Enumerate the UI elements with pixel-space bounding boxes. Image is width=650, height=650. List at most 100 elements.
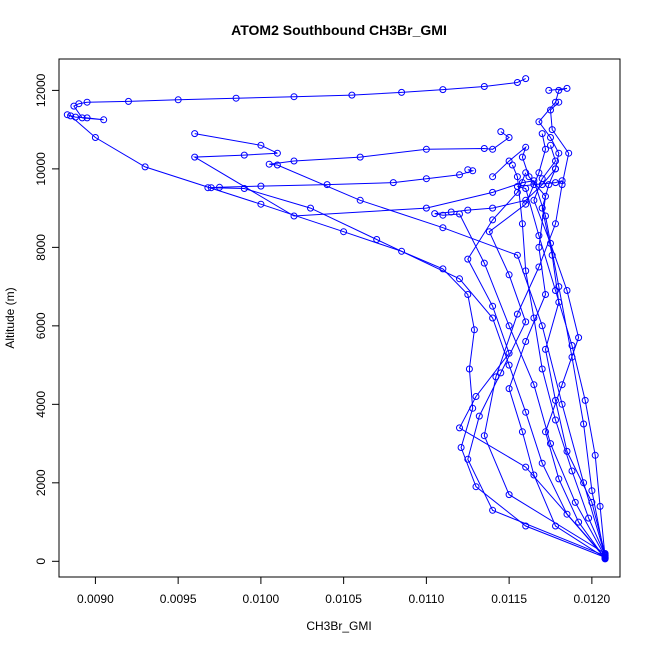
data-point [547,134,554,141]
series-line [492,145,606,559]
series-line [533,145,606,559]
data-point [547,440,554,448]
data-point [548,251,556,259]
series-9 [530,141,609,563]
x-axis: 0.0090 0.0095 0.0100 0.0105 0.0110 0.0115 0.01… [77,576,611,606]
data-point [489,188,497,196]
data-point [505,361,513,369]
data-point [216,183,223,191]
data-point [513,310,521,318]
data-point [447,208,455,216]
data-point [505,134,513,141]
y-tick-label: 10000 [34,152,48,186]
data-point [513,188,521,196]
data-point [545,86,553,94]
series-line [269,131,606,556]
data-point [141,163,149,171]
data-point [558,181,566,189]
data-point [204,184,212,192]
data-point [530,314,538,322]
data-point [558,381,566,389]
data-point [480,259,488,267]
data-point [191,130,199,138]
series-4 [191,130,609,563]
data-point [83,98,91,106]
data-point [464,255,472,263]
data-point [513,251,521,259]
data-point [257,182,265,190]
data-point [547,141,554,149]
data-point [240,151,248,159]
data-point [522,318,530,326]
data-point [558,400,566,408]
series-0 [63,75,609,561]
data-point [591,451,599,459]
data-point [470,326,478,334]
data-point [472,393,480,400]
data-point [535,232,543,240]
data-point [548,126,556,134]
y-axis: 0 2000 4000 6000 8000 10000 12000 [34,73,60,565]
y-tick-label: 4000 [34,391,48,418]
data-point [530,196,538,204]
data-point [538,365,546,373]
data-point [422,204,430,212]
data-point [563,287,571,294]
data-point [475,412,483,420]
data-point [290,157,298,165]
data-point [480,145,488,152]
data-point [542,192,549,200]
series-6 [489,143,609,562]
data-point [91,134,99,141]
data-point [257,141,265,149]
data-point [601,553,609,561]
data-point [373,236,381,243]
data-point [547,106,554,114]
data-point [456,210,463,218]
data-point [480,432,488,440]
data-point [398,247,406,255]
data-point [530,181,538,189]
data-point [558,177,566,185]
data-point [542,345,549,353]
data-point [542,145,549,153]
x-tick-label: 0.0105 [325,592,362,606]
x-tick-label: 0.0115 [491,592,527,606]
data-point [489,506,497,514]
data-point [588,487,596,495]
data-point [398,88,406,96]
data-point [552,287,559,294]
data-point [100,116,108,124]
x-axis-label: CH3Br_GMI [306,619,371,633]
data-point [518,153,526,161]
data-point [555,149,563,157]
series-line [192,133,606,559]
data-point [563,510,571,518]
series-line [434,87,606,557]
data-point [348,91,356,99]
data-point [513,79,521,86]
data-point [538,459,546,467]
data-point [456,171,463,179]
data-point [505,491,513,499]
data-point [489,204,497,212]
data-point [522,522,530,530]
data-point [522,200,530,208]
data-point [67,112,75,120]
data-point [232,94,240,102]
data-point [508,161,516,169]
series-line [458,172,606,558]
data-point [575,518,583,526]
data-point [522,75,530,83]
data-point [464,455,472,463]
data-point [552,220,559,228]
series-line [467,133,606,557]
data-point [555,98,563,106]
data-point [596,502,604,510]
data-point [522,463,530,471]
data-point [552,396,559,404]
data-point [542,291,549,298]
data-point [580,420,588,428]
data-point [563,447,571,455]
